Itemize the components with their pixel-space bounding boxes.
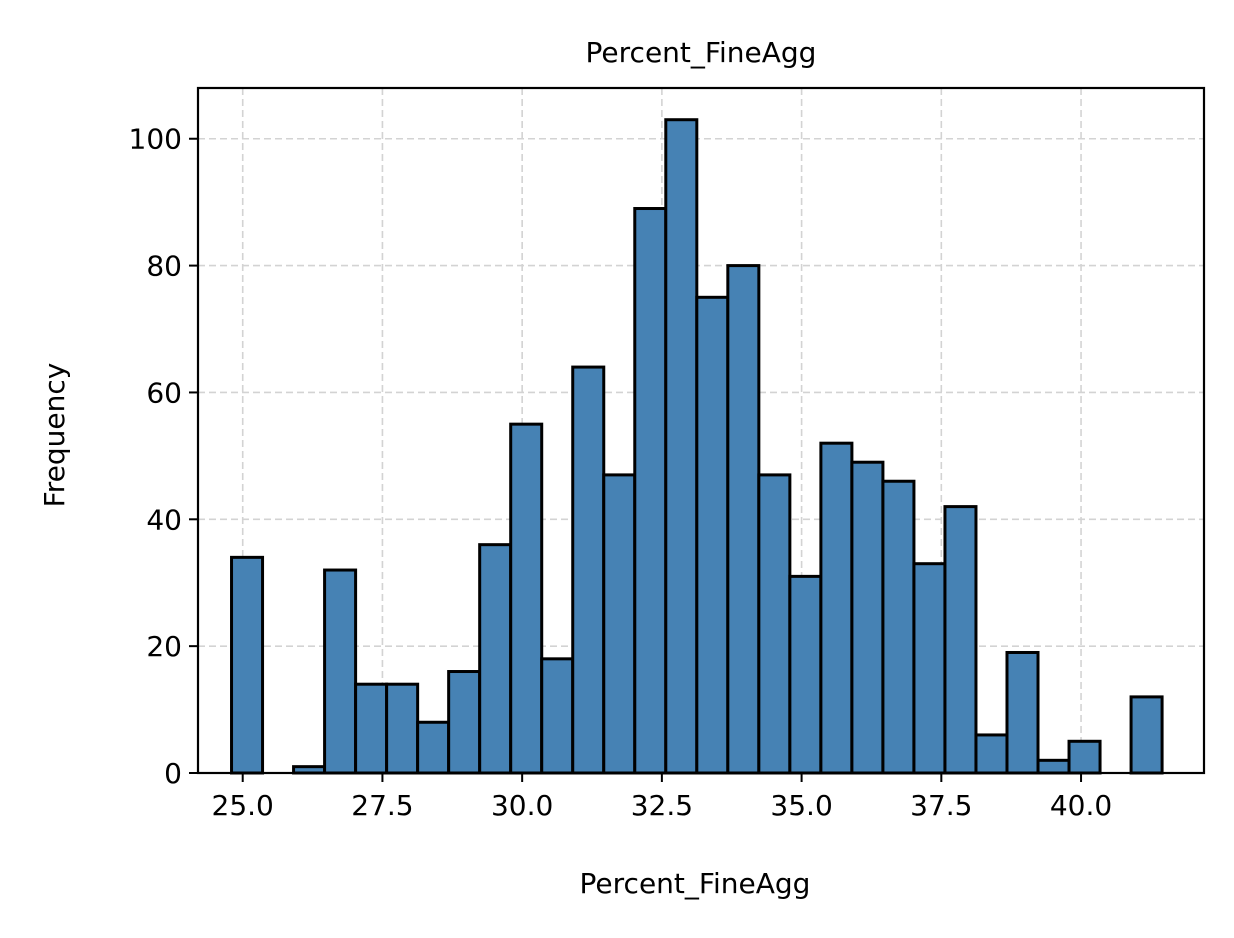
histogram-bar	[447, 670, 482, 775]
y-tick-label: 80	[146, 250, 182, 283]
histogram-bar	[416, 720, 451, 775]
plot-frame	[196, 86, 1206, 775]
x-tick-label: 35.0	[770, 789, 832, 822]
x-tick-label: 30.0	[491, 789, 553, 822]
histogram-bar	[540, 657, 575, 775]
chart-title: Percent_FineAgg	[586, 36, 817, 69]
histogram-bar	[850, 460, 885, 775]
tick-layer: 25.0 27.5 30.0 32.5 35.0 37.5 40.0 0 20 40 60 80 100	[129, 123, 1113, 822]
histogram-bar	[1005, 650, 1040, 775]
histogram-bar	[509, 422, 544, 775]
x-axis-label: Percent_FineAgg	[580, 867, 811, 900]
x-tick-label: 25.0	[212, 789, 274, 822]
y-tick-label: 100	[129, 123, 182, 156]
histogram-bar	[664, 118, 699, 775]
histogram-bar	[571, 365, 606, 775]
x-tick-label: 32.5	[631, 789, 693, 822]
histogram-bar	[478, 543, 513, 775]
y-axis-label: Frequency	[38, 363, 71, 508]
histogram-bar	[230, 555, 265, 775]
x-tick-label: 40.0	[1050, 789, 1112, 822]
histogram-bar	[943, 505, 978, 775]
y-tick-label: 40	[146, 503, 182, 536]
y-tick-label: 60	[146, 376, 182, 409]
histogram-bar	[819, 441, 854, 775]
histogram-bar	[1067, 739, 1102, 775]
histogram-bar	[788, 574, 823, 775]
histogram-bar	[385, 682, 420, 775]
histogram-bar	[881, 479, 916, 775]
histogram-bar	[633, 207, 668, 775]
histogram-bar	[757, 473, 792, 775]
histogram-bar	[726, 264, 761, 775]
y-tick-label: 0	[164, 757, 182, 790]
histogram-bar	[974, 733, 1009, 775]
histogram-bar	[602, 473, 637, 775]
x-tick-label: 37.5	[910, 789, 972, 822]
x-tick-label: 27.5	[351, 789, 413, 822]
y-tick-label: 20	[146, 630, 182, 663]
histogram-bar	[354, 682, 389, 775]
histogram-bar	[1129, 695, 1164, 775]
histogram-bar	[1036, 758, 1071, 775]
bar-layer	[230, 118, 1164, 775]
histogram-bar	[695, 295, 730, 775]
histogram-bar	[912, 562, 947, 775]
histogram-bar	[323, 568, 358, 775]
